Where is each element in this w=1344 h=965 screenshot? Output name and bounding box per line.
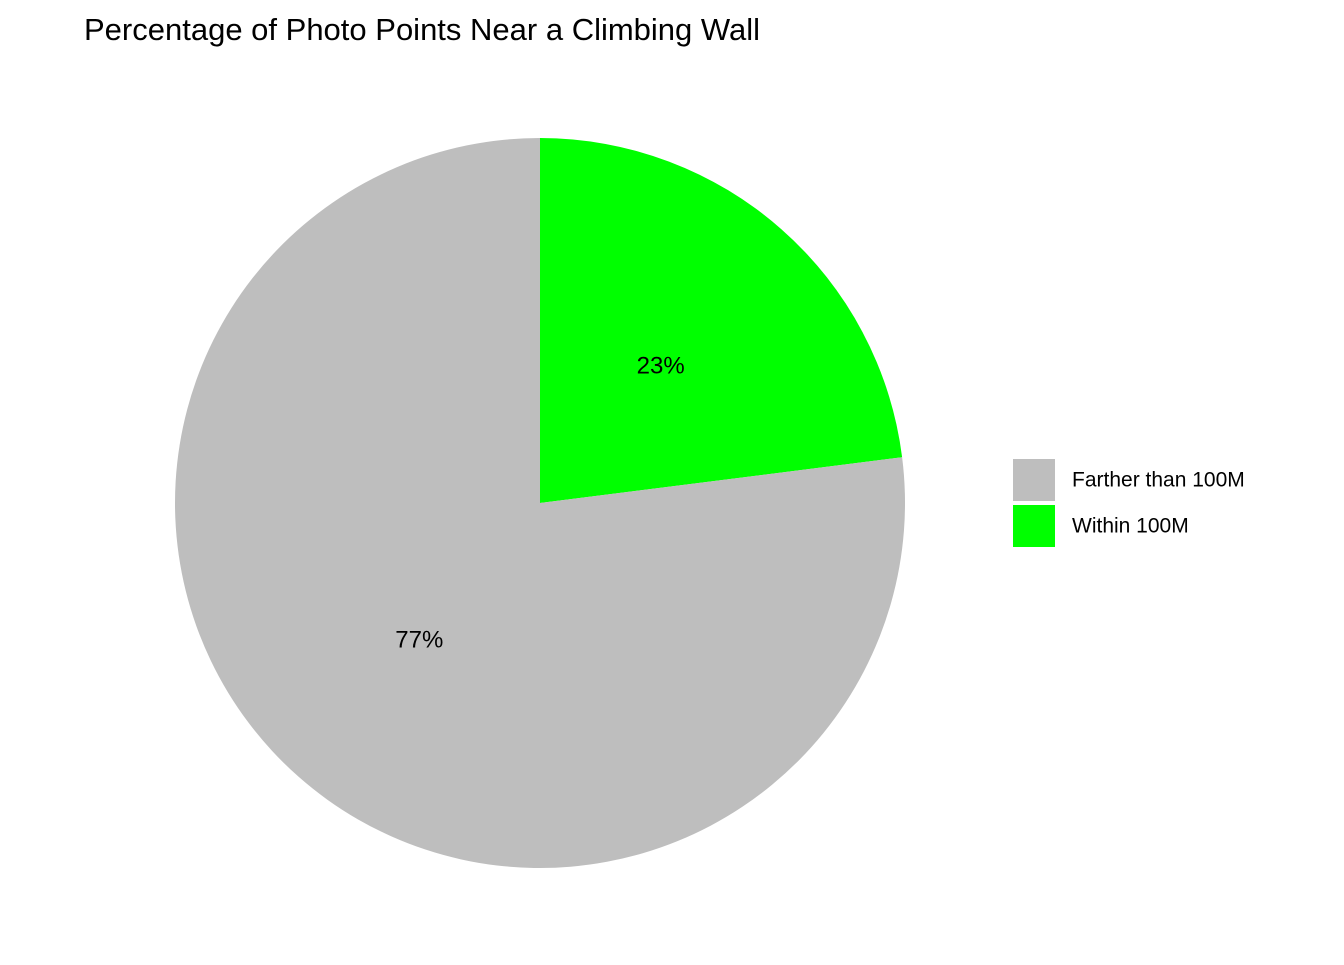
chart-title: Percentage of Photo Points Near a Climbi… (84, 12, 760, 47)
slice-label-within-100m: 23% (637, 353, 685, 380)
pie-slice-labels: 23% 77% (395, 353, 684, 654)
pie-slice-within-100m (540, 138, 903, 503)
legend: Farther than 100M Within 100M (1013, 459, 1245, 547)
legend-key-farther-than-100m (1013, 459, 1055, 501)
pie-slice-farther-than-100m (175, 138, 906, 868)
legend-label-within-100m: Within 100M (1072, 515, 1189, 538)
slice-label-farther-than-100m: 77% (395, 626, 443, 653)
legend-key-within-100m (1013, 505, 1055, 547)
pie-slices (175, 138, 906, 868)
legend-label-farther-than-100m: Farther than 100M (1072, 469, 1245, 492)
